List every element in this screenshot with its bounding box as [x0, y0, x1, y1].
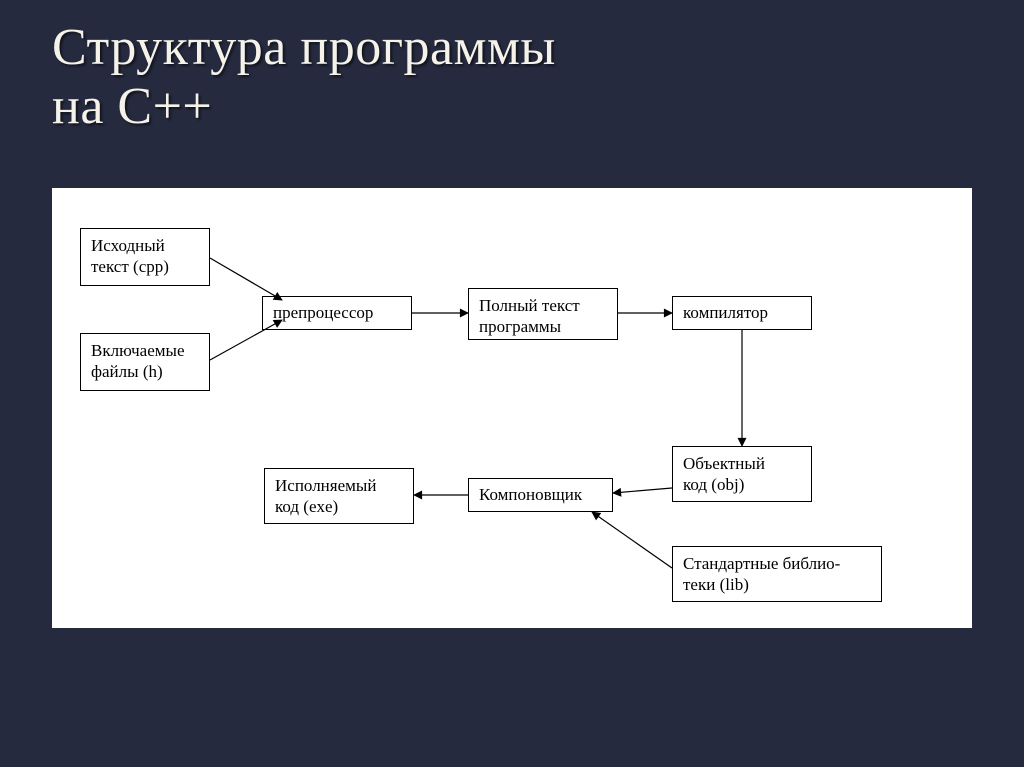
node-label: Компоновщик	[479, 484, 582, 505]
node-label: компилятор	[683, 302, 768, 323]
node-label: Стандартные библио-теки (lib)	[683, 553, 840, 596]
node-headers: Включаемыефайлы (h)	[80, 333, 210, 391]
edge-objcode-linker	[613, 488, 672, 493]
node-source: Исходныйтекст (срр)	[80, 228, 210, 286]
node-exe: Исполняемыйкод (exe)	[264, 468, 414, 524]
diagram-panel: Исходныйтекст (срр) Включаемыефайлы (h) …	[52, 188, 972, 628]
node-fulltext: Полный текстпрограммы	[468, 288, 618, 340]
node-compiler: компилятор	[672, 296, 812, 330]
node-label: Объектныйкод (obj)	[683, 453, 765, 496]
node-label: Исполняемыйкод (exe)	[275, 475, 376, 518]
node-linker: Компоновщик	[468, 478, 613, 512]
node-label: Включаемыефайлы (h)	[91, 340, 185, 383]
node-label: препроцессор	[273, 302, 373, 323]
node-label: Полный текстпрограммы	[479, 295, 580, 338]
node-stdlib: Стандартные библио-теки (lib)	[672, 546, 882, 602]
node-objcode: Объектныйкод (obj)	[672, 446, 812, 502]
title-line-1: Структура программы	[52, 19, 556, 76]
title-line-2: на С++	[52, 78, 212, 135]
slide: Структура программы на С++ Исходныйтекст…	[0, 0, 1024, 767]
slide-title: Структура программы на С++	[52, 18, 556, 137]
node-label: Исходныйтекст (срр)	[91, 235, 169, 278]
node-preprocessor: препроцессор	[262, 296, 412, 330]
edge-source-preproc	[210, 258, 282, 300]
edge-stdlib-linker	[592, 512, 672, 568]
